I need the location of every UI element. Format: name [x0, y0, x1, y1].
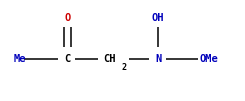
Text: OMe: OMe: [200, 54, 219, 64]
Text: Me: Me: [13, 54, 26, 64]
Text: OH: OH: [152, 13, 164, 23]
Text: N: N: [155, 54, 161, 64]
Text: C: C: [64, 54, 71, 64]
Text: 2: 2: [122, 63, 127, 72]
Text: O: O: [64, 13, 71, 23]
Text: CH: CH: [103, 54, 115, 64]
